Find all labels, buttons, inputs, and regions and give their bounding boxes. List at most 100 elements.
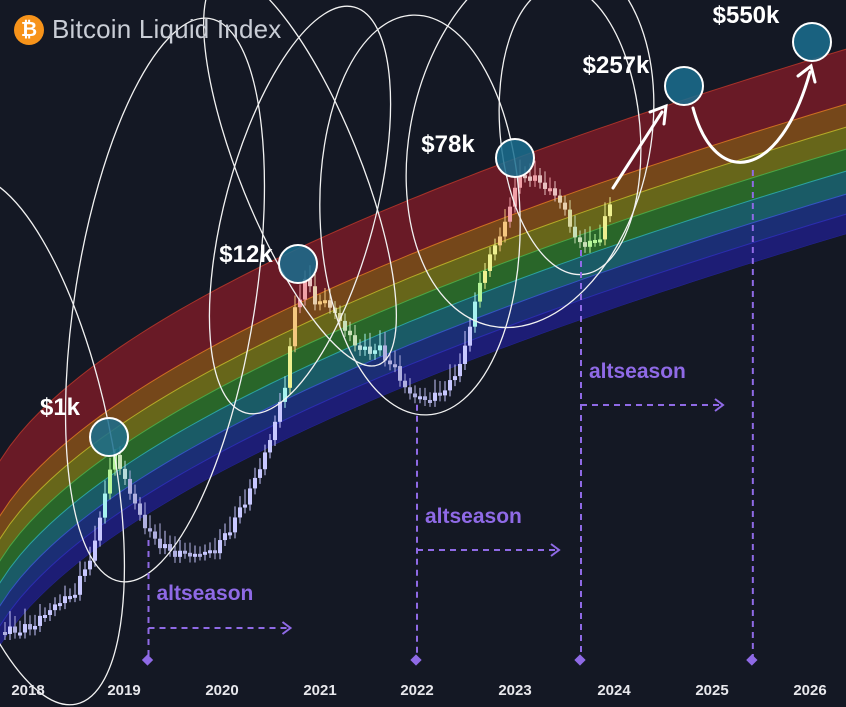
candle-body — [243, 504, 247, 508]
rainbow-band — [0, 214, 846, 646]
candle-body — [258, 469, 262, 478]
candle-body — [423, 396, 427, 400]
candle-body — [358, 345, 362, 350]
candle-body — [303, 278, 307, 300]
candle-body — [233, 517, 237, 533]
candle-body — [418, 396, 422, 400]
candle-body — [203, 551, 207, 555]
candle-body — [458, 363, 462, 377]
candle-body — [63, 596, 67, 604]
band-border — [0, 103, 846, 517]
projection-arrow-line — [611, 110, 664, 190]
x-tick-label: 2026 — [793, 682, 826, 699]
candle-body — [23, 624, 27, 633]
candle-body — [213, 550, 217, 554]
candle-body — [133, 493, 137, 504]
altseason-label: altseason — [589, 360, 686, 383]
candle-body — [98, 517, 102, 541]
rainbow-band — [0, 104, 846, 539]
candle-body — [393, 364, 397, 368]
candle-body — [38, 615, 42, 626]
candle-body — [373, 350, 377, 354]
cycle-ellipse — [405, 0, 655, 329]
candle-body — [228, 532, 232, 536]
altseason-diamond — [574, 654, 586, 666]
candle-body — [508, 206, 512, 222]
candle-body — [163, 544, 167, 549]
candle-body — [293, 307, 297, 347]
candle-body — [48, 610, 52, 615]
candle-body — [28, 624, 32, 630]
candle-body — [108, 469, 112, 494]
rainbow-band — [0, 149, 846, 583]
candle-body — [383, 345, 387, 361]
peak-circle — [89, 417, 129, 457]
cycle-ellipse — [498, 0, 642, 276]
candle-body — [528, 176, 532, 181]
candle-body — [338, 313, 342, 321]
candle-body — [3, 632, 7, 635]
candle-body — [33, 625, 37, 630]
altseason-label: altseason — [157, 582, 254, 605]
altseason-arrow-head — [550, 543, 561, 557]
cycle-ellipse — [208, 5, 392, 415]
peak-markers: $1k $12k $78k $257k $550k — [40, 2, 832, 457]
cycle-ellipse — [64, 17, 266, 583]
candle-body — [443, 390, 447, 396]
candle-body — [103, 493, 107, 518]
candle-body — [128, 478, 132, 494]
x-tick-label: 2020 — [205, 682, 238, 699]
peak-label: $78k — [421, 131, 475, 158]
candle-body — [18, 632, 22, 636]
altseason-arrow-head — [714, 398, 725, 412]
candle-body — [388, 360, 392, 365]
candle-body — [548, 188, 552, 192]
candle-body — [263, 452, 267, 470]
peak-label: $1k — [40, 394, 81, 421]
candle-body — [468, 326, 472, 346]
candle-body — [463, 345, 467, 364]
candle-body — [593, 240, 597, 244]
band-border — [0, 126, 846, 540]
altseason-diamond — [141, 654, 154, 666]
candle-body — [278, 401, 282, 422]
candle-body — [603, 216, 607, 240]
candle-body — [8, 626, 12, 634]
candle-body — [498, 236, 502, 246]
candle-body — [328, 300, 332, 308]
candle-body — [578, 237, 582, 243]
rainbow-band — [0, 171, 846, 606]
candle-body — [378, 345, 382, 351]
candle-body — [513, 187, 517, 207]
candle-body — [223, 533, 227, 541]
altseason-arrow-head — [281, 621, 293, 635]
candle-body — [438, 392, 442, 396]
candle-body — [88, 560, 92, 570]
candle-body — [323, 300, 327, 304]
candle-body — [543, 182, 547, 189]
candle-body — [583, 242, 587, 247]
projection-arrow-head — [648, 103, 668, 126]
candle-body — [43, 614, 47, 618]
candle-body — [318, 301, 322, 305]
band-border — [0, 148, 846, 562]
candle-body — [58, 603, 62, 607]
candle-body — [553, 188, 557, 196]
candle-body — [503, 221, 507, 237]
candle-body — [193, 553, 197, 557]
rainbow-band — [0, 194, 846, 626]
x-tick-label: 2023 — [498, 682, 531, 699]
candle-body — [268, 440, 272, 453]
candle-body — [188, 552, 192, 557]
candle-body — [273, 421, 277, 441]
altseason-diamond — [410, 654, 422, 666]
candle-body — [478, 282, 482, 302]
chart-header: ₿ Bitcoin Liquid Index — [14, 14, 281, 45]
cycle-ellipse — [319, 14, 521, 416]
candle-body — [218, 540, 222, 554]
candle-body — [283, 387, 287, 402]
candle-body — [198, 553, 202, 557]
candle-body — [488, 254, 492, 271]
candle-body — [608, 204, 612, 217]
